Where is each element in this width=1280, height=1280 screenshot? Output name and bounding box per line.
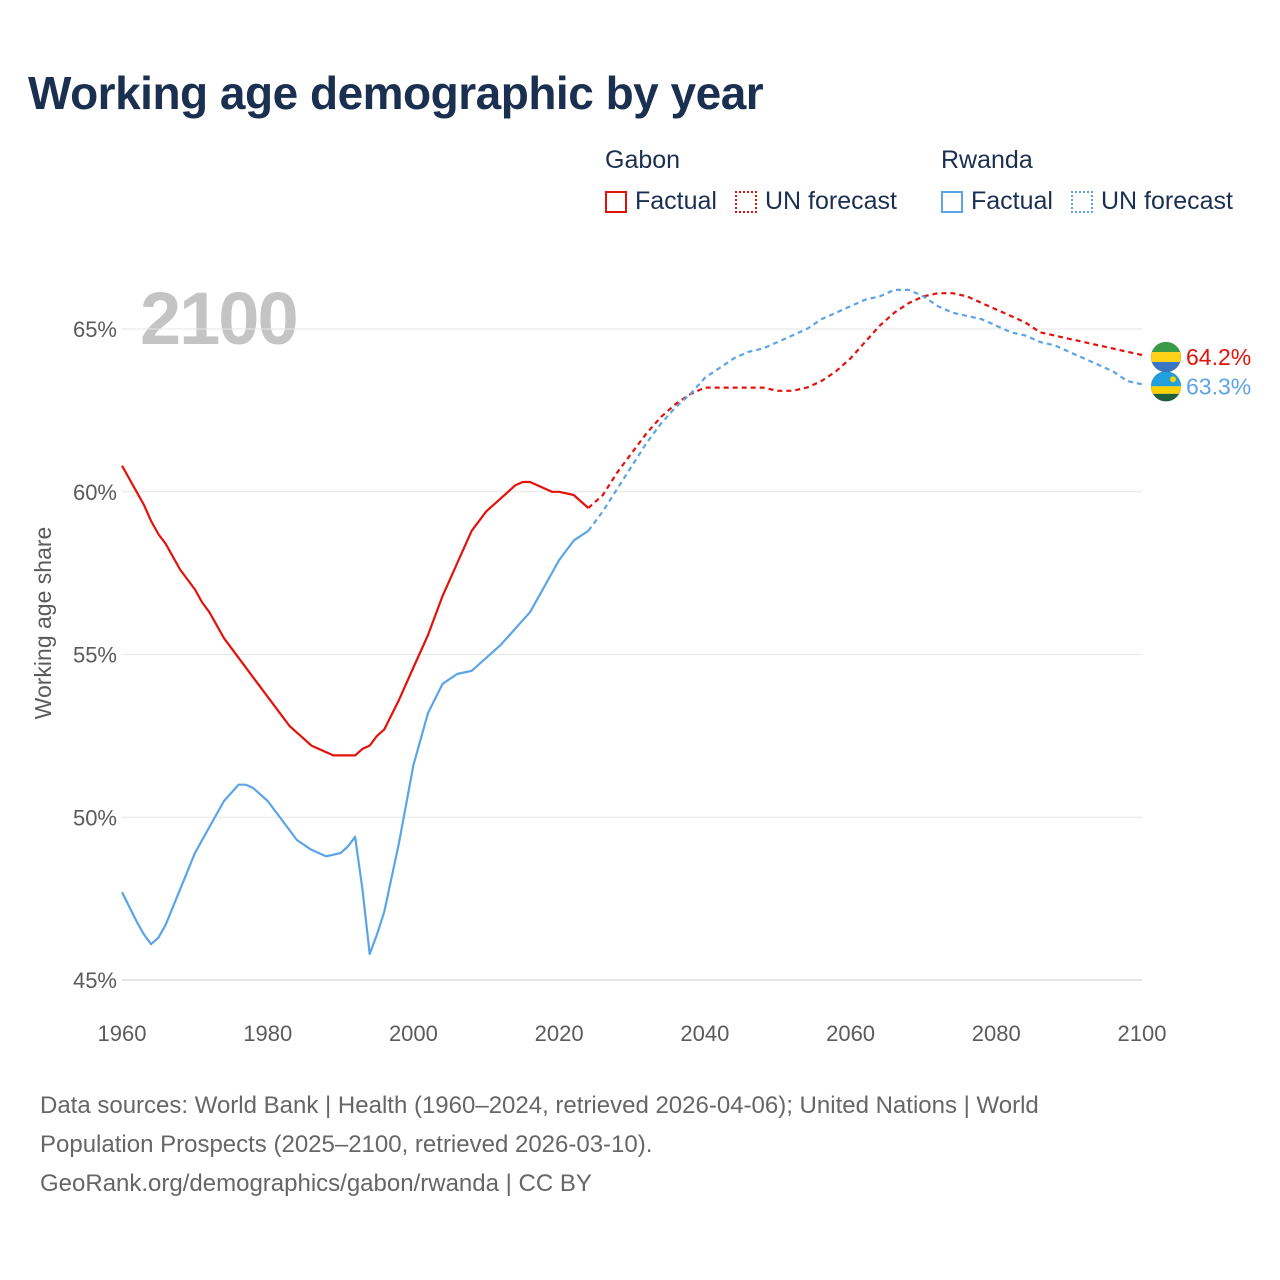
rwanda-end-value-label: 63.3% [1186, 373, 1251, 399]
series-layer [121, 288, 1143, 956]
footer-line: Data sources: World Bank | Health (1960–… [40, 1092, 1039, 1119]
series-line-gabon-factual[interactable] [121, 465, 590, 757]
gabon-end-value-label: 64.2% [1186, 344, 1251, 370]
x-axis-ticks: 1960 1980 2000 2020 2040 2060 2080 2100 [98, 1021, 1167, 1046]
legend-swatch-solid [605, 190, 627, 213]
x-tick-label: 1980 [243, 1021, 292, 1046]
x-tick-label: 1960 [98, 1021, 147, 1046]
y-tick-label: 55% [73, 643, 117, 668]
x-tick-label: 2000 [389, 1021, 438, 1046]
footer-line: Population Prospects (2025–2100, retriev… [40, 1131, 653, 1158]
legend-item-rwanda-factual[interactable]: Factual [941, 187, 1053, 216]
y-tick-label: 45% [73, 968, 117, 993]
year-display: 2100 [140, 277, 299, 360]
x-tick-label: 2100 [1118, 1021, 1167, 1046]
legend-label: Factual [971, 187, 1053, 215]
x-tick-label: 2040 [680, 1021, 729, 1046]
legend-group-name: Gabon [605, 146, 681, 174]
series-line-rwanda-factual[interactable] [121, 529, 589, 956]
legend-group-name: Rwanda [941, 146, 1033, 174]
series-line-rwanda-forecast[interactable] [587, 288, 1143, 532]
legend-swatch-solid [941, 190, 963, 213]
series-line-gabon-forecast[interactable] [587, 292, 1143, 509]
legend-item-gabon-forecast[interactable]: UN forecast [734, 187, 897, 216]
x-tick-label: 2020 [535, 1021, 584, 1046]
series-endpoints: 64.2% 63.3% [1150, 341, 1251, 402]
legend-item-rwanda-forecast[interactable]: UN forecast [1070, 187, 1233, 216]
chart-title: Working age demographic by year [28, 67, 764, 119]
y-tick-label: 65% [73, 317, 117, 342]
legend-label: UN forecast [764, 187, 897, 215]
y-axis-ticks: 45% 50% 55% 60% 65% [73, 317, 117, 993]
rwanda-flag-icon [1150, 370, 1182, 402]
footer-link[interactable]: GeoRank.org/demographics/gabon/rwanda | … [40, 1170, 592, 1197]
legend-label: UN forecast [1100, 187, 1233, 215]
gabon-flag-icon [1150, 341, 1182, 373]
legend-swatch-dotted [1070, 190, 1093, 213]
y-tick-label: 50% [73, 805, 117, 830]
footer-sources: Data sources: World Bank | Health (1960–… [40, 1086, 1160, 1203]
legend-swatch-dotted [734, 190, 757, 213]
y-tick-label: 60% [73, 480, 117, 505]
legend-item-gabon-factual[interactable]: Factual [605, 187, 717, 216]
gridlines [122, 328, 1142, 981]
x-tick-label: 2080 [972, 1021, 1021, 1046]
legend-label: Factual [635, 187, 717, 215]
chart-plot: 45% 50% 55% 60% 65% 1960 1980 2000 2020 2040 2060… [30, 288, 1251, 1046]
legend-group-rwanda: Rwanda Factual UN forecast [941, 146, 1233, 216]
y-axis-title: Working age share [30, 527, 56, 720]
x-tick-label: 2060 [826, 1021, 875, 1046]
legend-group-gabon: Gabon Factual UN forecast [605, 146, 897, 216]
